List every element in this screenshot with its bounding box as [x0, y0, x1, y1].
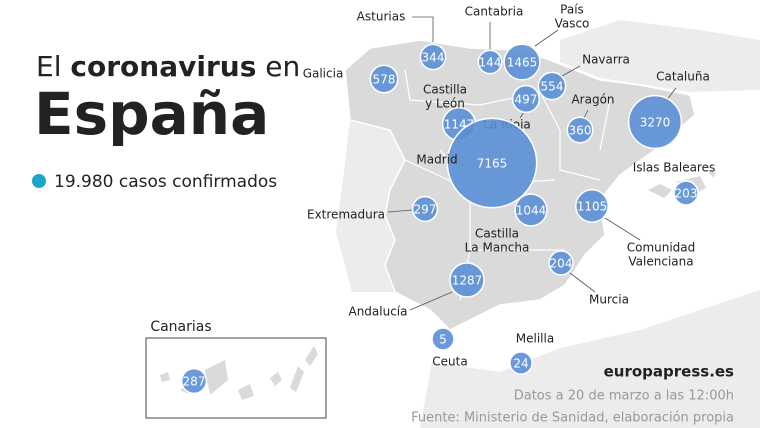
region-name: País: [560, 3, 584, 17]
leader-line: [604, 217, 641, 241]
case-bubble: [449, 262, 485, 298]
region-name: Andalucía: [348, 305, 407, 319]
leader-line: [534, 29, 559, 47]
region-name: Navarra: [582, 53, 630, 67]
france: [560, 20, 760, 92]
case-bubble: [511, 84, 541, 114]
case-value: 24: [513, 357, 528, 371]
date-note: Datos a 20 de marzo a las 12:00h: [514, 389, 734, 404]
case-bubble: [575, 189, 609, 223]
title-line: El coronavirus en: [36, 50, 300, 83]
canarias-inset: [145, 337, 327, 419]
case-bubble: [627, 94, 683, 150]
leader-line: [519, 111, 525, 119]
leader-line: [412, 16, 434, 42]
case-value: 1044: [516, 204, 547, 218]
case-value: 554: [541, 80, 564, 94]
case-bubble: [514, 193, 548, 227]
legend-text: 19.980 casos confirmados: [54, 172, 277, 192]
case-bubble: [446, 117, 538, 209]
brand: europapress.es: [604, 363, 734, 381]
case-bubble: [180, 367, 208, 395]
case-bubble: [509, 351, 533, 375]
leader-line: [409, 291, 453, 311]
region-name: Asturias: [357, 10, 406, 24]
region-name: Islas Baleares: [633, 161, 716, 175]
case-value: 497: [515, 93, 538, 107]
case-value: 7165: [477, 157, 508, 171]
case-value: 203: [675, 187, 698, 201]
region-name: Canarias: [150, 319, 211, 335]
case-bubble: [419, 43, 447, 71]
region-name: Comunidad: [627, 241, 696, 255]
case-value: 204: [550, 257, 573, 271]
case-bubble: [537, 71, 567, 101]
region-name: Castilla: [423, 83, 467, 97]
case-bubble: [477, 49, 503, 75]
case-value: 578: [373, 73, 396, 87]
leader-line: [387, 209, 413, 213]
case-value: 3270: [640, 116, 671, 130]
case-bubble: [431, 327, 455, 351]
case-value: 1287: [452, 274, 483, 288]
title-word: en: [265, 50, 300, 83]
region-name: Castilla: [475, 227, 519, 241]
portugal: [336, 120, 405, 292]
legend-dot: [32, 174, 46, 188]
region-name: Cataluña: [656, 70, 710, 84]
case-value: 5: [439, 333, 447, 347]
case-value: 287: [183, 375, 206, 389]
case-bubble: [566, 116, 594, 144]
title-word: coronavirus: [70, 50, 256, 83]
source-note: Fuente: Ministerio de Sanidad, elaboraci…: [411, 411, 734, 426]
case-bubble: [548, 250, 574, 276]
region-name: y León: [425, 97, 465, 111]
region-name: Melilla: [516, 332, 554, 346]
region-name: Galicia: [303, 67, 344, 81]
title-word: El: [36, 50, 61, 83]
region-name: Madrid: [416, 153, 457, 167]
leader-line: [583, 109, 589, 119]
case-bubble: [673, 180, 699, 206]
case-bubble: [411, 195, 439, 223]
africa: [420, 290, 760, 428]
case-value: 360: [569, 124, 592, 138]
region-name: Cantabria: [465, 5, 524, 19]
region-name: Vasco: [555, 17, 590, 31]
case-bubble: [369, 64, 399, 94]
leader-line: [561, 65, 581, 77]
region-name: Aragón: [571, 93, 614, 107]
case-value: 1105: [577, 200, 608, 214]
region-name: Ceuta: [432, 355, 467, 369]
case-value: 344: [422, 51, 445, 65]
leader-line: [569, 272, 596, 293]
case-value: 144: [479, 56, 502, 70]
region-name: Valenciana: [628, 255, 693, 269]
title-main: España: [34, 80, 269, 148]
region-name: Extremadura: [307, 208, 385, 222]
case-bubble: [503, 43, 541, 81]
region-name: Murcia: [589, 293, 629, 307]
case-value: 297: [414, 203, 437, 217]
case-value: 1465: [507, 56, 538, 70]
region-name: La Mancha: [465, 241, 530, 255]
